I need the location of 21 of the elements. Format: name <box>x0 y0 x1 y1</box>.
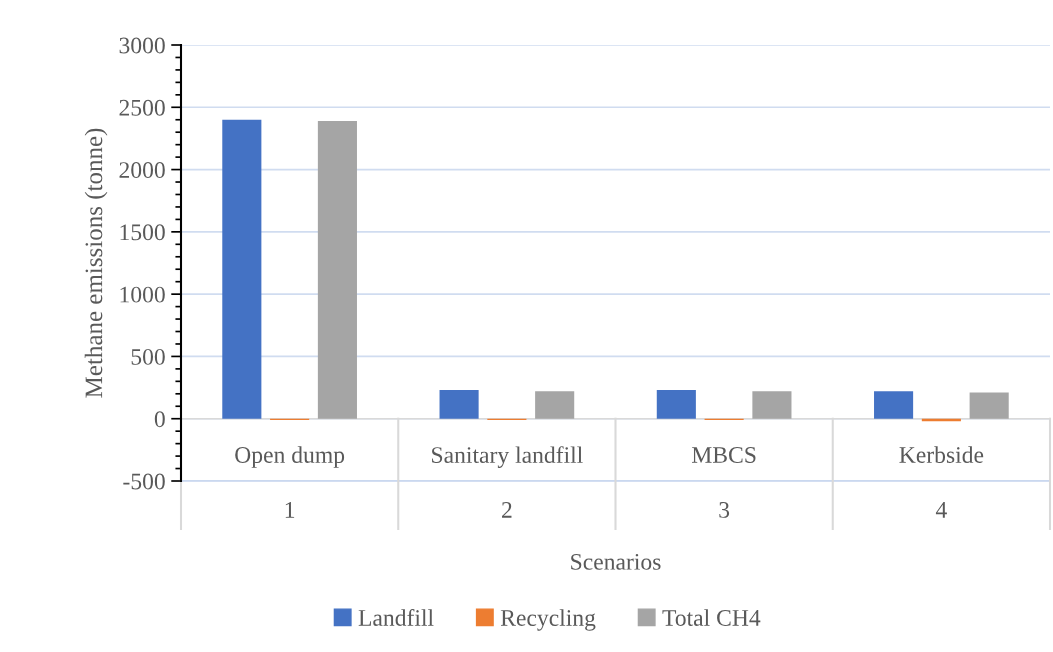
legend-label: Total CH4 <box>662 609 761 626</box>
y-tick-label: 1500 <box>120 224 165 241</box>
text: 1 <box>285 502 295 518</box>
legend-label: Landfill <box>358 609 434 626</box>
y-tick-label: -500 <box>123 473 165 490</box>
y-tick-label: 2500 <box>119 99 165 116</box>
y-tick-label: 0 <box>154 411 165 428</box>
x-tick-label: Open dump <box>235 446 345 468</box>
x-tick-label: MBCS <box>691 447 756 463</box>
y-tick-label: 500 <box>131 348 165 365</box>
y-tick-label: 3000 <box>119 37 165 54</box>
x-tick-label: Sanitary landfill <box>432 446 583 468</box>
legend-label: Recycling <box>500 609 596 631</box>
text: 4 <box>935 502 947 518</box>
text: 2 <box>502 502 512 518</box>
y-tick-label: 2000 <box>119 162 165 178</box>
y-tick-label: 1000 <box>120 286 165 303</box>
x-tick-label: Kerbside <box>899 446 984 463</box>
text: 3 <box>719 502 730 518</box>
y-axis-title: Methane emissions (tonne) <box>84 128 108 398</box>
x-axis-title: Scenarios <box>571 553 661 570</box>
